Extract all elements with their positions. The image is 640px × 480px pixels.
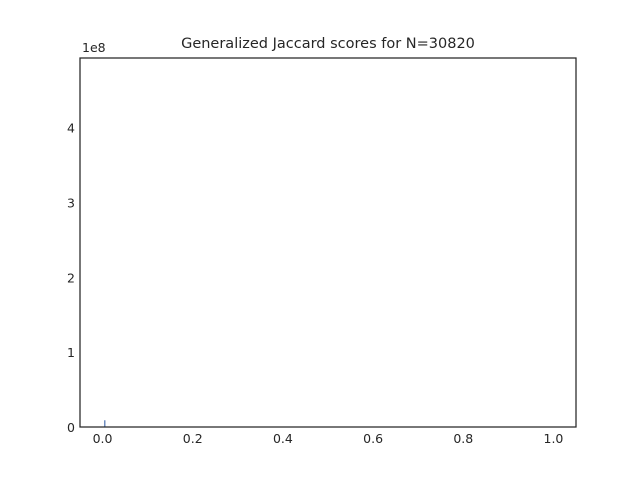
x-tick-label-3: 0.6: [363, 431, 383, 446]
y-tick-label-2: 2: [67, 270, 75, 285]
x-tick-label-2: 0.4: [273, 431, 293, 446]
x-tick-label-5: 1.0: [544, 431, 564, 446]
y-tick-label-1: 1: [67, 345, 75, 360]
x-tick-label-0: 0.0: [93, 431, 113, 446]
x-tick-label-1: 0.2: [183, 431, 203, 446]
x-tick-label-4: 0.8: [453, 431, 473, 446]
y-tick-label-4: 4: [67, 121, 75, 136]
y-axis-offset-label: 1e8: [82, 40, 106, 55]
plot-area-frame: [79, 57, 577, 428]
bars-group: [104, 420, 106, 427]
y-axis-ticks: 0 1 2 3 4: [67, 121, 75, 435]
x-axis-ticks: 0.0 0.2 0.4 0.6 0.8 1.0: [93, 431, 564, 446]
chart-title: Generalized Jaccard scores for N=30820: [181, 36, 475, 52]
y-tick-label-3: 3: [67, 195, 75, 210]
y-tick-label-0: 0: [67, 420, 75, 435]
histogram-bar-0: [104, 420, 106, 427]
